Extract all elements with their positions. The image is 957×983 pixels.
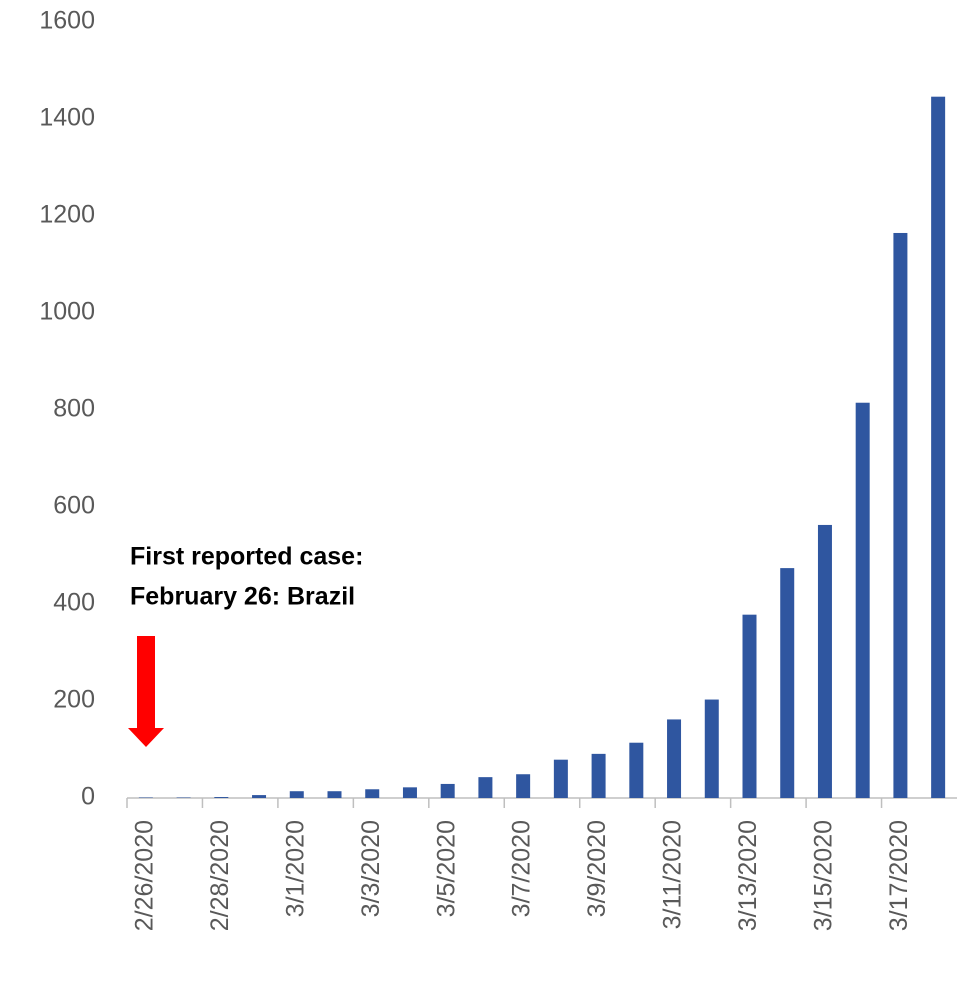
- arrow: [128, 636, 164, 747]
- x-tick-label: 3/1/2020: [281, 820, 309, 917]
- x-tick-label: 3/5/2020: [432, 820, 460, 917]
- bar: [214, 797, 229, 798]
- y-tick-label: 600: [53, 492, 95, 520]
- bar: [893, 232, 908, 799]
- x-tick-label: 3/17/2020: [885, 820, 913, 931]
- y-tick-label: 1000: [39, 298, 95, 326]
- bar: [440, 783, 455, 798]
- bar: [327, 791, 342, 798]
- y-tick-label: 1200: [39, 201, 95, 229]
- bar: [855, 402, 870, 798]
- x-tick-label: 2/28/2020: [206, 820, 234, 931]
- bar: [629, 742, 644, 798]
- bar: [780, 568, 795, 798]
- annotation: First reported case:: [130, 543, 363, 571]
- bar: [667, 719, 682, 798]
- x-tick-label: 3/7/2020: [508, 820, 536, 917]
- bar: [931, 96, 946, 798]
- bar: [516, 774, 531, 798]
- bar: [289, 791, 304, 798]
- bar: [478, 777, 493, 798]
- y-tick-label: 400: [53, 589, 95, 617]
- y-tick-label: 1600: [39, 7, 95, 35]
- y-tick-label: 1400: [39, 104, 95, 132]
- y-tick-label: 200: [53, 686, 95, 714]
- y-tick-label: 800: [53, 395, 95, 423]
- x-tick-label: 2/26/2020: [130, 820, 158, 931]
- bar: [704, 699, 719, 798]
- bar: [591, 753, 606, 798]
- y-tick-label: 0: [81, 783, 95, 811]
- x-tick-label: 3/11/2020: [659, 820, 687, 929]
- x-tick-label: 3/13/2020: [734, 820, 762, 931]
- bar: [402, 787, 417, 798]
- x-tick-label: 3/9/2020: [583, 820, 611, 917]
- bar: [817, 524, 832, 798]
- bar: [742, 614, 757, 798]
- x-tick-label: 3/3/2020: [357, 820, 385, 917]
- bar: [365, 789, 380, 798]
- bar: [553, 759, 568, 798]
- bar: [252, 795, 267, 798]
- annotation: February 26: Brazil: [130, 583, 355, 611]
- x-tick-label: 3/15/2020: [810, 820, 838, 931]
